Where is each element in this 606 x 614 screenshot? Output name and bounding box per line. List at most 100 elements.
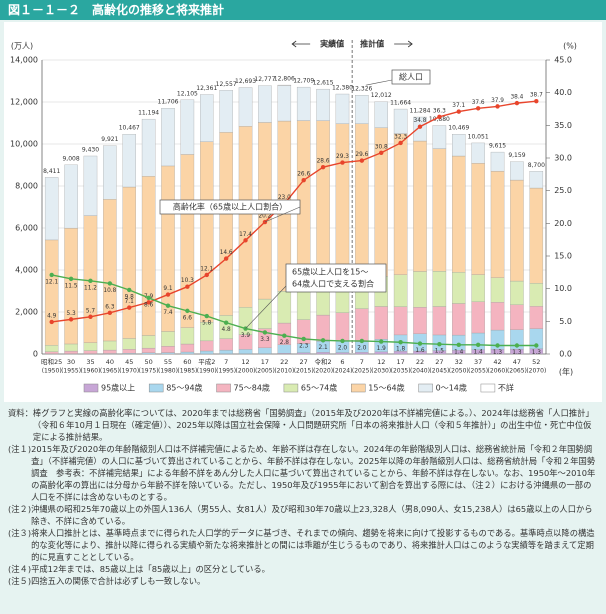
- line-value-label: 2.8: [280, 340, 290, 346]
- line-point: [320, 338, 326, 343]
- line-value-label: 1.8: [396, 347, 406, 353]
- bar-segment: [393, 274, 408, 307]
- bar-segment: [355, 95, 369, 124]
- legend-label: 0～14歳: [436, 383, 467, 393]
- bar-segment: [44, 177, 59, 241]
- line-point: [262, 330, 268, 335]
- y-tick-label: 8,000: [15, 182, 38, 191]
- x-tick-label: 昭和25: [41, 357, 62, 366]
- line-point: [359, 338, 365, 344]
- total-label: 10,467: [119, 125, 140, 132]
- bar-segment: [83, 155, 98, 216]
- line-value-label: 3.9: [241, 333, 251, 339]
- line-point: [223, 256, 229, 261]
- bar-segment: [529, 306, 544, 329]
- header-title: 図１－１－２ 高齢化の推移と将来推計: [0, 0, 606, 20]
- annotation-box: [391, 69, 431, 85]
- line-value-label: 14.6: [220, 250, 233, 256]
- line-value-label: 26.6: [297, 172, 310, 178]
- total-label: 10,051: [468, 133, 489, 140]
- legend-label: 15～64歳: [368, 383, 404, 393]
- x-tick-label: (2070): [526, 368, 546, 375]
- bar-segment: [432, 148, 447, 272]
- x-tick-label: (1990): [197, 368, 217, 375]
- y-tick-label: 0: [33, 350, 38, 359]
- bar-segment: [413, 271, 427, 308]
- line-annotation: 64歳人口で支える割合: [292, 279, 374, 289]
- line-point: [340, 338, 345, 344]
- x-tick-label: 6: [340, 358, 344, 366]
- line-point: [146, 300, 151, 305]
- bar-segment: [277, 85, 292, 122]
- x-tick-label: (1955): [61, 368, 81, 375]
- x-tick-label: (1975): [139, 368, 159, 375]
- line-value-label: 1.4: [454, 349, 464, 355]
- note: (注１) 2015年及び2020年の年齢階級別人口は不詳補完値によるため、年齢不詳…: [8, 443, 598, 503]
- note-text: 四捨五入の関係で合計は必ずしも一致しない。: [31, 576, 206, 586]
- x-tick-label: 22: [416, 358, 424, 366]
- x-tick-label: 12: [241, 358, 249, 366]
- y-tick-label: 14,000: [10, 56, 38, 65]
- line-point: [127, 305, 132, 310]
- bar-segment: [141, 352, 156, 355]
- x-tick-label: (2030): [371, 368, 391, 375]
- bar-segment: [413, 307, 427, 334]
- bar-segment: [122, 134, 136, 188]
- bar-segment: [219, 90, 233, 133]
- bar-segment: [180, 99, 195, 155]
- line-value-label: 6.3: [105, 304, 115, 310]
- x-tick-label: (2055): [468, 368, 488, 375]
- line-point: [165, 292, 171, 297]
- bar-segment: [355, 308, 369, 342]
- line-value-label: 6.6: [183, 315, 193, 321]
- total-label: 12,105: [177, 90, 198, 97]
- y2-unit: (%): [563, 42, 577, 51]
- line-point: [379, 150, 384, 155]
- line-value-label: 29.3: [336, 154, 349, 160]
- line-point: [417, 124, 423, 129]
- total-label: 9,430: [82, 146, 99, 153]
- bar-segment: [490, 170, 505, 278]
- estimate-label: 推計値: [360, 39, 384, 49]
- total-label: 9,921: [101, 136, 118, 143]
- leader: [264, 206, 301, 223]
- bar-segment: [180, 351, 195, 355]
- line-point: [68, 317, 74, 322]
- line-point: [475, 342, 481, 348]
- bar-segment: [452, 272, 466, 304]
- x-tick-label: 17: [396, 358, 404, 366]
- x-tick-label: 37: [474, 358, 482, 366]
- bar-segment: [122, 338, 136, 350]
- bar-segment: [316, 314, 330, 342]
- line-value-label: 23.0: [278, 195, 291, 201]
- line-point: [146, 295, 151, 301]
- total-label: 8,700: [528, 162, 545, 169]
- bar-segment: [393, 306, 408, 336]
- bar-segment: [490, 302, 505, 331]
- bar-segment: [452, 155, 466, 273]
- line-value-label: 37.1: [452, 103, 465, 109]
- line-annotation: 高齢化率（65歳以上人口割合）: [173, 202, 287, 212]
- legend-swatch: [351, 383, 366, 393]
- y2-tick-label: 30.0: [554, 154, 572, 163]
- y2-tick-label: 15.0: [554, 252, 572, 261]
- bar-segment: [161, 352, 175, 355]
- line-value-label: 1.3: [493, 350, 503, 356]
- line-value-label: 9.1: [163, 286, 173, 292]
- line-value-label: 3.3: [260, 337, 270, 343]
- total-label: 12,557: [216, 81, 237, 88]
- legend-label: 65～74歳: [301, 383, 337, 393]
- bar-segment: [238, 126, 253, 308]
- line-point: [320, 164, 326, 170]
- line-value-label: 12.1: [200, 266, 213, 272]
- note-head: (注１): [8, 444, 32, 454]
- bar-segment: [335, 352, 350, 355]
- y2-tick-label: 45.0: [554, 56, 572, 65]
- legend-label: 85～94歳: [166, 383, 202, 393]
- y2-tick-label: 35.0: [554, 121, 572, 130]
- x-tick-label: 7: [360, 358, 364, 366]
- bar-segment: [64, 350, 78, 354]
- bar-segment: [103, 199, 117, 342]
- line-point: [437, 342, 442, 347]
- legend-swatch: [418, 383, 433, 393]
